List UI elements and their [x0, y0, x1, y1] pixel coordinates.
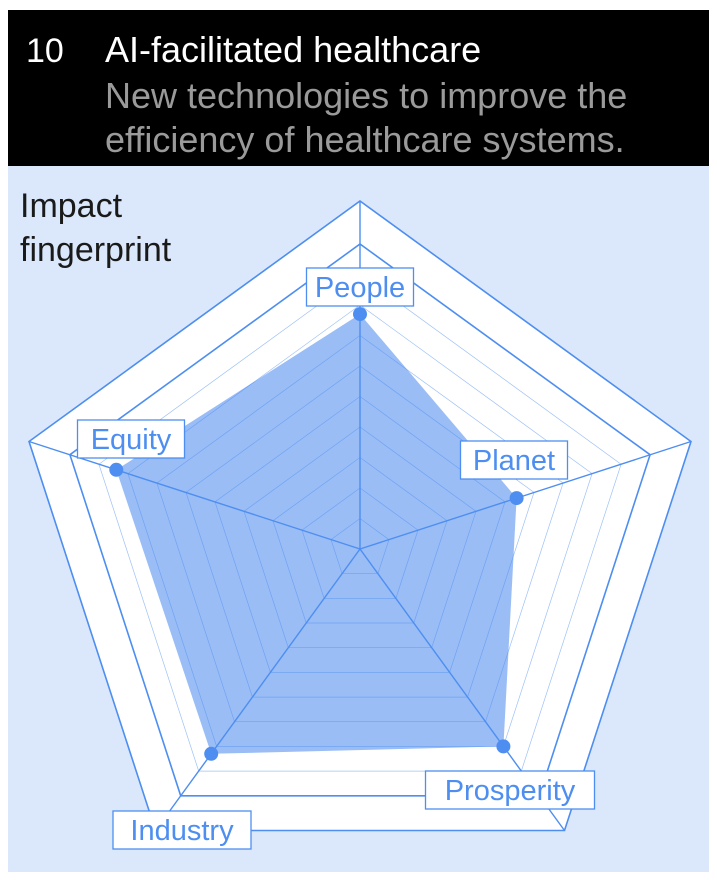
- axis-label-box-prosperity: [424, 770, 596, 810]
- axis-label-box-industry: [112, 810, 252, 850]
- page-title: AI-facilitated healthcare: [105, 29, 482, 70]
- axis-label-planet: Planet: [473, 445, 555, 477]
- data-point-prosperity: [496, 739, 511, 754]
- radar-spoke-planet: [359, 440, 692, 550]
- radar-grid-ring: [330, 518, 390, 575]
- radar-grid-ring: [301, 487, 419, 599]
- data-point-equity: [109, 462, 124, 477]
- radar-grid-ring: [243, 426, 477, 649]
- axis-label-box-people: [305, 267, 415, 307]
- data-point-planet: [509, 491, 524, 506]
- page-subtitle: New technologies to improve the efficien…: [105, 75, 628, 160]
- axis-label-box-equity: [76, 419, 186, 459]
- axis-label-box-planet: [459, 440, 569, 480]
- radar-data-area: [116, 314, 517, 754]
- item-number: 10: [26, 32, 64, 70]
- axis-label-people: People: [315, 272, 405, 304]
- axis-label-equity: Equity: [91, 424, 172, 456]
- radar-spoke-equity: [28, 440, 361, 550]
- data-point-industry: [204, 746, 219, 761]
- data-point-people: [353, 307, 367, 322]
- radar-grid-ring: [272, 457, 448, 624]
- axis-label-prosperity: Prosperity: [445, 775, 576, 807]
- axis-label-industry: Industry: [130, 815, 234, 847]
- radar-spoke-industry: [154, 548, 361, 831]
- header-banner: 10 AI-facilitated healthcare New technol…: [8, 10, 709, 166]
- radar-grid-ring: [214, 396, 506, 673]
- chart-panel-label: Impact fingerprint: [20, 187, 172, 269]
